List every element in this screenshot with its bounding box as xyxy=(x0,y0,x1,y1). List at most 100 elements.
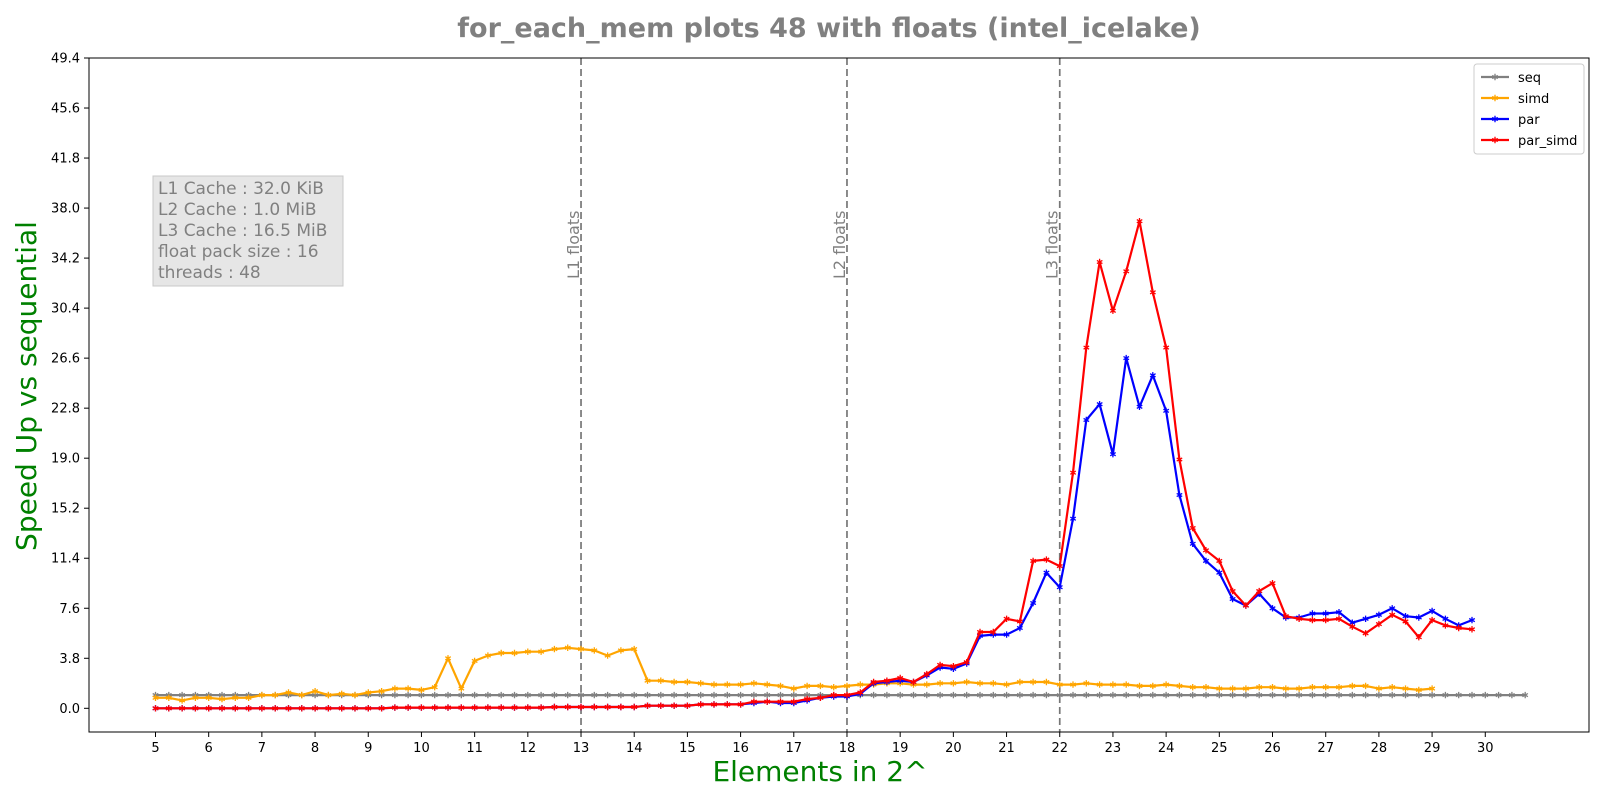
data-point-simd xyxy=(644,677,651,684)
data-point-par_simd xyxy=(1163,344,1170,351)
data-point-par_simd xyxy=(551,703,558,711)
data-point-par_simd xyxy=(1282,613,1289,620)
data-point-seq xyxy=(1522,691,1529,699)
data-point-par_simd xyxy=(405,704,412,711)
y-tick-label: 19.0 xyxy=(51,452,80,467)
data-point-par xyxy=(1335,609,1343,616)
data-point-par xyxy=(1362,615,1369,622)
data-point-simd xyxy=(1256,684,1263,691)
data-point-simd xyxy=(1216,685,1223,692)
data-point-seq xyxy=(538,691,545,699)
x-tick-label: 24 xyxy=(1158,741,1175,756)
data-point-par xyxy=(1402,613,1409,620)
data-point-par xyxy=(1069,515,1077,522)
data-point-simd xyxy=(1043,678,1050,686)
data-point-simd xyxy=(232,694,239,701)
data-point-par_simd xyxy=(790,698,797,705)
data-point-simd xyxy=(1309,684,1316,691)
data-point-par_simd xyxy=(830,691,837,699)
info-box-line: L1 Cache : 32.0 KiB xyxy=(158,179,324,199)
data-point-simd xyxy=(1322,684,1329,691)
data-point-par xyxy=(1202,557,1210,565)
data-point-seq xyxy=(1415,691,1422,699)
data-point-seq xyxy=(910,691,917,699)
data-point-simd xyxy=(258,691,265,699)
data-point-simd xyxy=(205,694,212,701)
data-point-par_simd xyxy=(883,677,890,684)
legend-label: seq xyxy=(1518,71,1541,86)
data-point-par xyxy=(1109,451,1117,458)
data-point-par_simd xyxy=(245,705,252,712)
data-point-seq xyxy=(484,691,492,699)
data-point-simd xyxy=(1163,681,1170,688)
data-point-par_simd xyxy=(1362,630,1369,637)
data-point-seq xyxy=(670,691,678,699)
data-point-seq xyxy=(1349,691,1356,699)
x-tick-label: 16 xyxy=(732,741,749,756)
x-tick-label: 25 xyxy=(1211,741,1228,756)
data-point-par_simd xyxy=(1349,623,1356,630)
data-point-simd xyxy=(724,681,731,688)
data-point-seq xyxy=(1508,691,1515,699)
x-tick-label: 19 xyxy=(892,741,909,756)
data-point-simd xyxy=(1269,684,1276,691)
data-point-par_simd xyxy=(1256,587,1263,595)
data-point-simd xyxy=(604,652,611,659)
data-point-seq xyxy=(498,691,505,699)
data-point-par_simd xyxy=(803,695,811,703)
x-tick-label: 28 xyxy=(1371,741,1388,756)
data-point-par_simd xyxy=(1030,557,1037,565)
info-box-line: L3 Cache : 16.5 MiB xyxy=(158,221,327,241)
y-tick-label: 22.8 xyxy=(51,402,80,417)
data-point-simd xyxy=(444,655,452,662)
data-point-simd xyxy=(1016,678,1023,686)
data-point-simd xyxy=(950,680,957,687)
data-point-simd xyxy=(378,688,385,695)
data-point-par_simd xyxy=(1322,616,1329,624)
data-point-seq xyxy=(1495,691,1502,699)
y-tick-label: 45.6 xyxy=(51,102,80,117)
data-point-simd xyxy=(1415,686,1422,694)
data-point-simd xyxy=(245,694,252,701)
data-point-par xyxy=(1176,491,1183,499)
data-point-seq xyxy=(684,691,691,699)
y-tick-label: 30.4 xyxy=(51,302,80,317)
data-point-simd xyxy=(1362,682,1369,690)
data-point-par_simd xyxy=(1455,624,1462,632)
data-point-seq xyxy=(883,691,890,699)
data-point-simd xyxy=(857,681,864,688)
data-point-seq xyxy=(1056,691,1063,699)
data-point-par_simd xyxy=(1003,615,1010,622)
data-point-simd xyxy=(1123,681,1130,688)
legend: seq simd par par_simd xyxy=(1473,63,1585,155)
data-point-par_simd xyxy=(338,705,345,712)
data-point-simd xyxy=(1109,681,1117,688)
data-point-par_simd xyxy=(1096,258,1103,266)
data-point-seq xyxy=(1216,691,1223,699)
data-point-par_simd xyxy=(378,705,385,712)
x-tick-label: 9 xyxy=(364,741,372,756)
data-point-par_simd xyxy=(178,705,186,712)
data-point-par_simd xyxy=(511,704,518,711)
data-point-simd xyxy=(1136,682,1143,690)
y-tick-label: 0.0 xyxy=(59,702,80,717)
data-point-simd xyxy=(338,690,345,697)
data-point-seq xyxy=(1123,691,1130,699)
data-point-seq xyxy=(604,691,611,699)
data-point-par_simd xyxy=(697,701,704,708)
data-point-simd xyxy=(524,648,531,655)
data-point-seq xyxy=(551,691,558,699)
data-point-seq xyxy=(471,691,478,699)
plot-area: L1 floats L2 floats L3 floats xyxy=(152,58,1529,732)
data-point-par xyxy=(1415,614,1422,621)
data-point-par_simd xyxy=(777,698,784,705)
data-point-simd xyxy=(1096,681,1103,688)
data-point-seq xyxy=(1163,691,1170,699)
data-point-par_simd xyxy=(870,678,877,686)
data-point-par_simd xyxy=(272,705,279,712)
data-point-simd xyxy=(1202,684,1210,691)
data-point-seq xyxy=(1482,691,1489,699)
data-point-simd xyxy=(405,685,412,692)
data-point-seq xyxy=(391,691,398,699)
